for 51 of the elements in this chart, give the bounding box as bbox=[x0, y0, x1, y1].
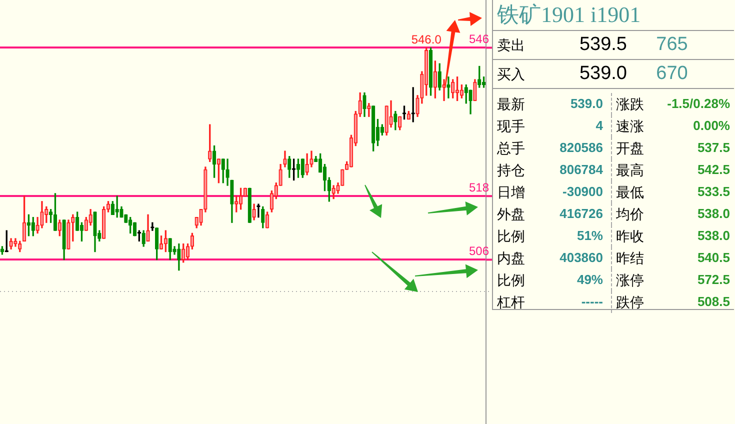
text: ----- bbox=[539, 291, 612, 313]
text: 403860 bbox=[539, 247, 612, 269]
text: 涨跌 bbox=[615, 95, 645, 114]
text: 538.0 bbox=[696, 205, 730, 223]
text: 卖出 bbox=[496, 36, 526, 55]
text: 内盘 bbox=[496, 249, 526, 268]
text: 539.0 bbox=[578, 62, 627, 86]
text: 539.5 bbox=[578, 33, 627, 57]
text: 昨收 bbox=[615, 227, 645, 246]
text: 670 bbox=[655, 62, 689, 86]
text: -1.5/0.28% bbox=[666, 95, 730, 113]
text: -30900 bbox=[539, 181, 612, 203]
y-tick-label: 546 bbox=[468, 32, 490, 46]
text: 总手 bbox=[496, 139, 526, 158]
text: 速涨 bbox=[615, 117, 645, 136]
text: 最低 bbox=[615, 183, 645, 202]
text: 开盘 bbox=[615, 139, 645, 158]
text: 533.5 bbox=[696, 183, 730, 201]
text: 最新 bbox=[496, 95, 526, 114]
annotation: 546.0 bbox=[411, 32, 442, 47]
text: 49% bbox=[539, 269, 612, 291]
text: 51% bbox=[539, 225, 612, 247]
text: 542.5 bbox=[696, 161, 730, 179]
text: 均价 bbox=[615, 205, 645, 224]
text: 572.5 bbox=[696, 271, 730, 289]
text: 765 bbox=[655, 33, 689, 57]
text: 806784 bbox=[539, 159, 612, 181]
text: 比例 bbox=[496, 227, 526, 246]
text: 跌停 bbox=[615, 293, 645, 312]
text: 持仓 bbox=[496, 161, 526, 180]
text: 0.00% bbox=[692, 117, 730, 135]
text: 昨结 bbox=[615, 249, 645, 268]
text: 外盘 bbox=[496, 205, 526, 224]
text: 4 bbox=[539, 115, 612, 137]
text: 比例 bbox=[496, 271, 526, 290]
text: 540.5 bbox=[696, 249, 730, 267]
text: 铁矿1901 i1901 bbox=[493, 0, 734, 31]
text: 538.0 bbox=[696, 227, 730, 245]
text: 508.5 bbox=[696, 293, 730, 311]
text: 现手 bbox=[496, 117, 526, 136]
text: 涨停 bbox=[615, 271, 645, 290]
y-tick-label: 506 bbox=[468, 244, 490, 258]
text: 日增 bbox=[496, 183, 526, 202]
text: 杠杆 bbox=[496, 293, 526, 312]
text: 买入 bbox=[496, 65, 526, 84]
y-tick-label: 518 bbox=[468, 180, 490, 194]
text: 537.5 bbox=[696, 139, 730, 157]
text: 416726 bbox=[539, 203, 612, 225]
text: 最高 bbox=[615, 161, 645, 180]
text: 820586 bbox=[539, 137, 612, 159]
text: 539.0 bbox=[539, 93, 612, 115]
